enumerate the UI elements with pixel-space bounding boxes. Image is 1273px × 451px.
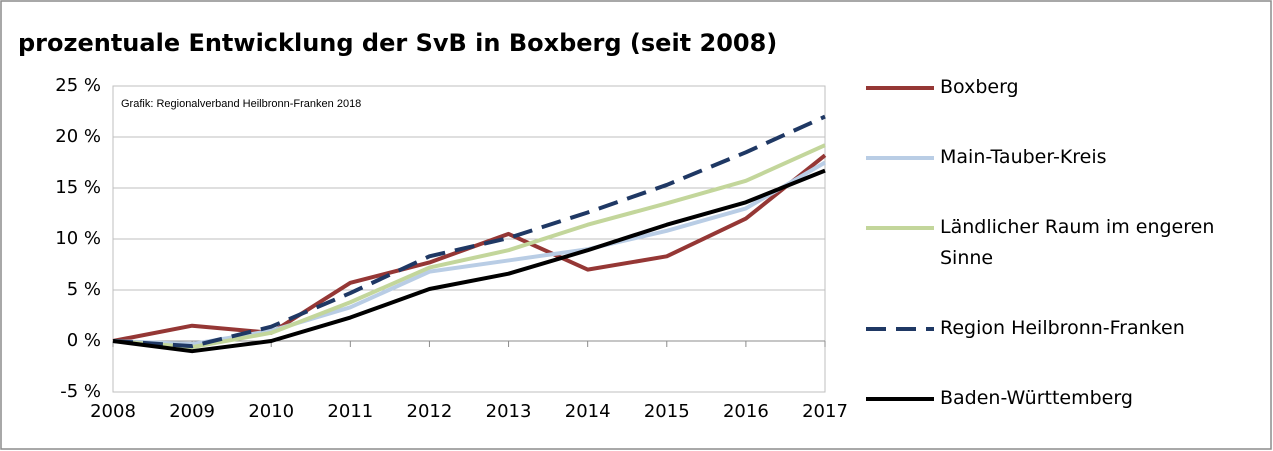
legend-label: Main-Tauber-Kreis <box>940 146 1107 168</box>
x-tick-label: 2017 <box>802 401 848 422</box>
y-tick-label: 25 % <box>55 75 101 96</box>
legend-label: Boxberg <box>940 76 1019 98</box>
x-tick-label: 2015 <box>644 401 690 422</box>
y-tick-label: 0 % <box>67 330 101 351</box>
x-tick-label: 2009 <box>169 401 215 422</box>
annotation: Grafik: Regionalverband Heilbronn-Franke… <box>121 98 361 110</box>
y-tick-label: 15 % <box>55 177 101 198</box>
legend-label: Region Heilbronn-Franken <box>940 317 1185 339</box>
x-tick-label: 2016 <box>723 401 769 422</box>
x-tick-label: 2011 <box>327 401 373 422</box>
x-tick-label: 2013 <box>486 401 532 422</box>
legend-label: Baden-Württemberg <box>940 387 1133 409</box>
x-tick-label: 2010 <box>248 401 294 422</box>
y-tick-label: 10 % <box>55 228 101 249</box>
x-tick-label: 2012 <box>407 401 453 422</box>
y-tick-label: 5 % <box>67 279 101 300</box>
x-tick-label: 2014 <box>565 401 611 422</box>
y-tick-label: -5 % <box>60 381 101 402</box>
x-tick-label: 2008 <box>90 401 136 422</box>
data-line <box>112 160 827 347</box>
y-tick-label: 20 % <box>55 126 101 147</box>
data-line <box>112 143 826 350</box>
legend-label: Ländlicher Raum im engeren Sinne <box>940 216 1215 269</box>
data-line <box>112 168 826 354</box>
data-line <box>112 114 826 349</box>
chart-title: prozentuale Entwicklung der SvB in Boxbe… <box>18 29 777 57</box>
